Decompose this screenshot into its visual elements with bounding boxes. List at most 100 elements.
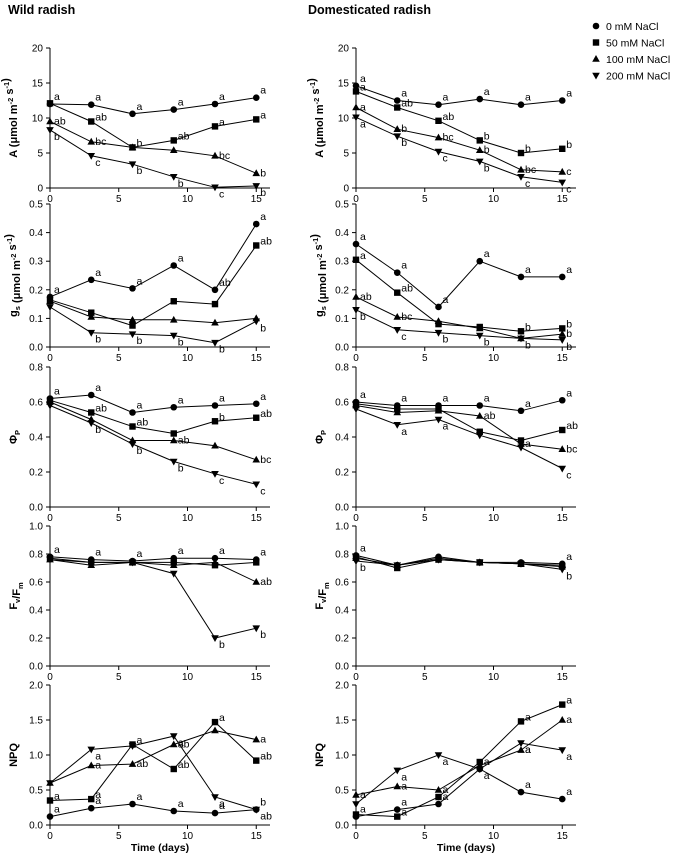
data-label: a bbox=[401, 781, 407, 793]
y-tick-label: 0.2 bbox=[335, 468, 349, 479]
data-point bbox=[434, 148, 443, 156]
data-point bbox=[558, 396, 566, 404]
data-point bbox=[476, 428, 483, 435]
legend-marker-1 bbox=[592, 39, 600, 46]
x-tick-label: 0 bbox=[353, 194, 359, 205]
data-point bbox=[435, 117, 442, 124]
data-label: ab bbox=[260, 811, 272, 823]
data-point bbox=[129, 423, 136, 430]
y-axis-title-part: m bbox=[16, 582, 25, 589]
data-point bbox=[211, 441, 219, 449]
series-0: a a a a ab a bbox=[46, 211, 266, 301]
series-line bbox=[355, 742, 563, 805]
data-point bbox=[558, 445, 567, 453]
data-point bbox=[434, 556, 443, 564]
data-label: ab bbox=[260, 235, 272, 247]
data-point bbox=[393, 767, 402, 775]
data-label: ab bbox=[95, 403, 107, 415]
y-tick-label: 0.0 bbox=[29, 343, 43, 354]
data-point bbox=[128, 161, 137, 169]
x-tick-label: 10 bbox=[488, 513, 500, 524]
data-point bbox=[352, 240, 360, 248]
x-tick-label: 10 bbox=[488, 353, 500, 364]
data-point bbox=[211, 418, 219, 425]
data-label: a bbox=[219, 712, 225, 724]
data-point bbox=[88, 118, 95, 125]
data-point bbox=[46, 780, 54, 787]
data-point bbox=[252, 625, 261, 633]
data-point bbox=[435, 303, 442, 311]
x-tick-label: 10 bbox=[182, 194, 194, 205]
data-point bbox=[475, 324, 484, 332]
data-label: ab bbox=[219, 277, 231, 289]
data-label: c bbox=[401, 331, 406, 343]
y-tick-label: 0.4 bbox=[335, 228, 349, 239]
x-tick-label: 10 bbox=[182, 672, 194, 683]
y-tick-label: 0.2 bbox=[335, 634, 349, 645]
data-point bbox=[558, 566, 567, 574]
y-axis-title: A (μmol m-2 s-1) bbox=[0, 78, 20, 158]
data-label: ab bbox=[95, 112, 107, 124]
series-line bbox=[49, 803, 257, 818]
data-point bbox=[252, 578, 261, 585]
data-point bbox=[476, 257, 484, 265]
y-tick-label: 15 bbox=[338, 79, 350, 90]
data-label: b bbox=[525, 339, 531, 351]
y-axis-title: gs (μmol m-2 s-1) bbox=[3, 234, 23, 317]
y-tick-label: 0.6 bbox=[335, 398, 349, 409]
series-line bbox=[355, 116, 563, 183]
y-tick-label: 0.4 bbox=[29, 606, 43, 617]
series-line bbox=[355, 296, 563, 339]
panel-title-wild: Wild radish bbox=[8, 3, 75, 17]
data-label: ab bbox=[54, 116, 66, 128]
y-axis-title-part: s bbox=[7, 244, 19, 253]
y-axis-title-part: F bbox=[8, 603, 20, 610]
data-point bbox=[475, 559, 484, 567]
data-point bbox=[169, 174, 178, 181]
data-point bbox=[211, 300, 219, 308]
y-axis-title-part: /F bbox=[317, 589, 329, 599]
series-1: ab bbox=[46, 235, 272, 329]
data-point bbox=[170, 765, 177, 773]
data-point bbox=[517, 273, 525, 281]
data-point bbox=[128, 315, 137, 323]
y-tick-label: 0.6 bbox=[29, 578, 43, 589]
data-point bbox=[435, 101, 442, 108]
data-point bbox=[46, 402, 54, 410]
data-point bbox=[46, 127, 54, 134]
y-tick-label: 0.0 bbox=[29, 662, 43, 673]
data-point bbox=[211, 809, 219, 817]
data-label: a bbox=[178, 545, 184, 557]
data-point bbox=[475, 412, 484, 419]
data-label: c bbox=[219, 475, 224, 487]
series-line bbox=[49, 102, 257, 148]
x-tick-label: 10 bbox=[182, 513, 194, 524]
data-point bbox=[475, 146, 484, 153]
y-tick-label: 0.0 bbox=[29, 503, 43, 514]
data-label: a bbox=[566, 551, 572, 563]
x-tick-label: 15 bbox=[557, 353, 569, 364]
y-axis-title-part: A (μmol m bbox=[314, 104, 326, 158]
x-tick-label: 15 bbox=[557, 194, 569, 205]
series-1: ab bbox=[352, 400, 578, 444]
data-point bbox=[88, 409, 95, 416]
data-point bbox=[128, 143, 137, 151]
data-label: a bbox=[566, 387, 572, 399]
data-point bbox=[352, 114, 360, 122]
data-point bbox=[211, 554, 219, 562]
data-point bbox=[87, 761, 96, 769]
y-tick-label: 0.8 bbox=[335, 550, 349, 561]
data-label: a bbox=[484, 393, 490, 405]
legend-marker-2 bbox=[592, 55, 600, 62]
data-point bbox=[476, 95, 484, 103]
series-line bbox=[355, 309, 563, 341]
x-tick-label: 15 bbox=[251, 194, 263, 205]
x-tick-label: 0 bbox=[353, 353, 359, 364]
data-point bbox=[517, 407, 525, 415]
data-point bbox=[169, 436, 178, 444]
data-point bbox=[87, 804, 95, 812]
data-point bbox=[352, 406, 360, 413]
